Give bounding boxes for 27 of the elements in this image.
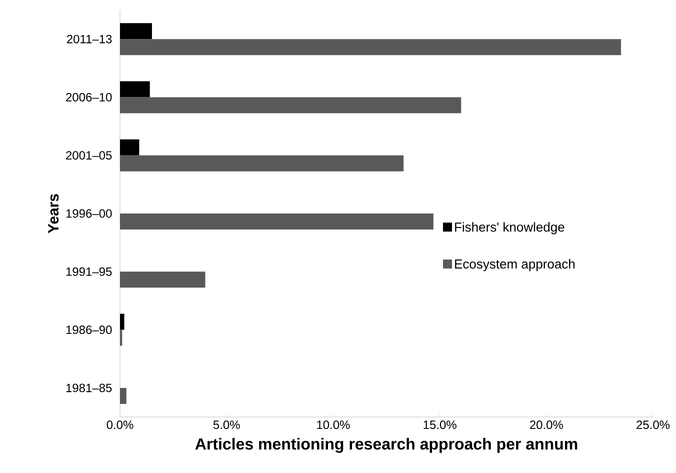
y-tick-label: 1996–00 [66,209,112,218]
y-tick-label: 1981–85 [66,384,112,392]
x-tick-label: 5.0% [213,420,240,430]
x-tick-label: 10.0% [317,420,350,430]
bar [120,81,150,98]
bar [120,314,124,330]
bar [120,97,462,114]
bar [120,272,206,288]
bar [120,214,434,230]
legend-label: Ecosystem approach [455,259,575,272]
y-tick-label: 2011–13 [66,34,112,44]
bar [120,155,404,172]
y-tick-label: 2006–10 [66,92,112,102]
y-tick-label: 2001–05 [66,151,112,160]
y-tick-label: 1991–95 [66,267,112,276]
legend-label: Fishers' knowledge [455,222,564,234]
x-axis-title: Articles mentioning research approach per annum [195,438,578,453]
bar [120,23,152,40]
x-tick-label: 20.0% [530,420,563,430]
bar [120,139,140,156]
y-tick-label: 1986–90 [66,326,112,334]
bar [120,39,622,56]
y-axis-title: Years [48,194,59,234]
bar [120,388,126,404]
x-tick-label: 15.0% [424,420,456,430]
x-tick-label: 25.0% [636,420,670,430]
x-tick-label: 0.0% [106,420,134,430]
